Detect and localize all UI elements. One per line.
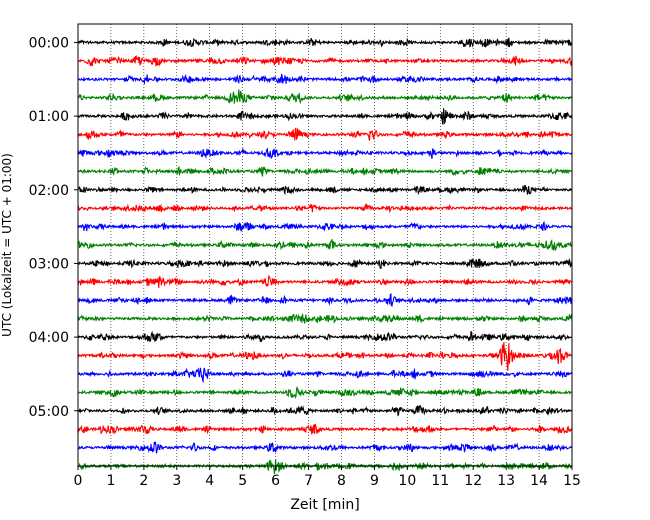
trace-line — [77, 203, 573, 214]
x-tick-label: 14 — [530, 473, 548, 489]
x-tick-label: 10 — [398, 473, 416, 489]
trace-line — [77, 367, 573, 384]
trace-line — [77, 184, 573, 196]
x-axis-ticks: 0 1 2 3 4 5 6 7 8 9 10 11 12 13 14 15 — [74, 466, 581, 489]
x-tick-label: 3 — [172, 473, 181, 489]
trace-line — [77, 423, 573, 435]
plot-frame — [77, 23, 573, 467]
x-tick-label: 13 — [497, 473, 515, 489]
x-tick-label: 1 — [106, 473, 115, 489]
trace-line — [77, 386, 573, 399]
x-tick-label: 0 — [74, 473, 83, 489]
x-tick-label: 9 — [370, 473, 379, 489]
trace-line — [77, 341, 573, 371]
x-tick-label: 4 — [205, 473, 214, 489]
x-tick-label: 8 — [337, 473, 346, 489]
trace-line — [77, 127, 573, 141]
trace-line — [77, 292, 573, 307]
trace-line — [77, 405, 573, 417]
x-tick-label: 15 — [563, 473, 581, 489]
trace-line — [77, 108, 573, 125]
x-tick-label: 7 — [304, 473, 313, 489]
x-tick-label: 5 — [238, 473, 247, 489]
x-tick-label: 11 — [431, 473, 449, 489]
y-tick-label: 01:00 — [29, 109, 69, 125]
x-tick-label: 2 — [139, 473, 148, 489]
y-tick-label: 02:00 — [29, 183, 69, 199]
x-axis-label: Zeit [min] — [290, 497, 359, 513]
trace-line — [77, 441, 573, 454]
y-tick-label: 04:00 — [29, 330, 69, 346]
trace-line — [78, 89, 573, 105]
y-axis-ticks: 00:00 01:00 02:00 03:00 04:00 05:00 — [29, 35, 78, 420]
trace-line — [77, 274, 573, 288]
trace-line — [77, 73, 573, 86]
trace-lines — [77, 37, 573, 474]
trace-line — [77, 37, 573, 48]
trace-line — [77, 220, 573, 232]
trace-line — [77, 313, 573, 324]
y-tick-label: 00:00 — [29, 35, 69, 51]
trace-line — [77, 257, 573, 269]
y-tick-label: 03:00 — [29, 256, 69, 272]
x-tick-label: 6 — [271, 473, 280, 489]
trace-line — [77, 459, 573, 474]
x-tick-label: 12 — [464, 473, 482, 489]
trace-line — [77, 238, 573, 251]
trace-line — [77, 330, 573, 343]
y-axis-label: UTC (Lokalzeit = UTC + 01:00) — [0, 153, 14, 337]
y-tick-label: 05:00 — [29, 404, 69, 420]
trace-line — [77, 165, 573, 177]
trace-line — [77, 147, 573, 159]
trace-line — [77, 55, 573, 67]
